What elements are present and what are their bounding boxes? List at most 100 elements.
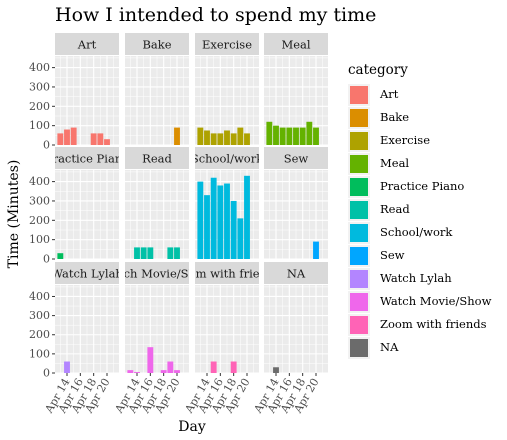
bar — [217, 133, 223, 145]
facet-panel: Practice Piano — [45, 147, 129, 259]
bar — [273, 126, 279, 145]
facet-strip-label: Exercise — [202, 38, 252, 52]
bar — [280, 128, 286, 145]
legend-label: Zoom with friends — [380, 317, 487, 331]
legend-label: Watch Lylah — [380, 271, 452, 285]
facet-strip-label: NA — [287, 267, 306, 281]
legend-swatch — [350, 270, 368, 288]
legend-label: NA — [380, 340, 398, 354]
bar — [313, 242, 319, 259]
legend-items: Art Bake Exercise Meal Practice Piano Read Sch… — [348, 84, 408, 360]
bar — [174, 370, 180, 373]
legend-swatch — [350, 224, 368, 242]
y-axis-title: Time (Minutes) — [6, 160, 22, 269]
legend-swatch — [350, 316, 368, 334]
legend-item: Meal — [348, 153, 408, 176]
facet-strip-label: School/work — [191, 152, 264, 166]
bar — [57, 133, 63, 145]
legend-item: School/work — [348, 222, 408, 245]
legend-label: Exercise — [380, 133, 430, 147]
facet-strip-label: Meal — [281, 38, 310, 52]
y-tick-label: 400 — [29, 290, 50, 303]
facet-strip-label: Read — [142, 152, 172, 166]
bar — [224, 184, 230, 259]
bar — [313, 128, 319, 145]
facet-panel: Art — [55, 33, 119, 145]
legend-swatch — [350, 109, 368, 127]
bar — [147, 347, 153, 373]
legend-swatch — [350, 132, 368, 150]
legend-item: Practice Piano — [348, 176, 408, 199]
legend-key — [348, 176, 370, 198]
facet-strip-label: Bake — [142, 38, 171, 52]
bar — [57, 253, 63, 259]
bar — [266, 122, 272, 145]
bar — [211, 362, 217, 373]
y-tick-label: 300 — [29, 194, 50, 207]
legend-swatch — [350, 247, 368, 265]
bar — [237, 128, 243, 145]
y-tick-label: 300 — [29, 309, 50, 322]
bar — [71, 128, 77, 145]
legend-swatch — [350, 293, 368, 311]
y-tick-label: 100 — [29, 347, 50, 360]
bar — [134, 247, 140, 259]
bar — [273, 367, 279, 373]
legend-swatch — [350, 86, 368, 104]
legend-key — [348, 153, 370, 175]
legend-label: Bake — [380, 110, 409, 124]
y-tick-label: 0 — [43, 139, 50, 152]
bar — [64, 362, 70, 373]
legend-label: Read — [380, 202, 410, 216]
legend-key — [348, 245, 370, 267]
bar — [167, 247, 173, 259]
bar — [161, 370, 167, 373]
bar — [211, 133, 217, 145]
legend-key — [348, 107, 370, 129]
legend-item: Read — [348, 199, 408, 222]
bar — [293, 128, 299, 145]
bar — [97, 133, 103, 145]
facet-panel: NA — [264, 262, 328, 373]
facet-panel: Watch Lylah — [51, 262, 123, 373]
y-tick-label: 200 — [29, 328, 50, 341]
facet-strip-label: Art — [77, 38, 97, 52]
facet-panel: Exercise — [195, 33, 259, 145]
y-tick-label: 400 — [29, 175, 50, 188]
bar — [91, 133, 97, 145]
legend-label: School/work — [380, 225, 452, 239]
y-tick-label: 0 — [43, 367, 50, 380]
bar — [217, 185, 223, 259]
legend-item: Bake — [348, 107, 408, 130]
bar — [231, 362, 237, 373]
bar — [300, 128, 306, 145]
bar — [231, 201, 237, 259]
legend-label: Practice Piano — [380, 179, 464, 193]
y-tick-label: 300 — [29, 80, 50, 93]
bar — [134, 372, 140, 373]
legend-key — [348, 268, 370, 290]
legend-item: Art — [348, 84, 408, 107]
bar — [104, 139, 110, 145]
y-tick-label: 400 — [29, 61, 50, 74]
legend-label: Meal — [380, 156, 409, 170]
bar — [231, 133, 237, 145]
bar — [64, 130, 70, 145]
facet-panel: School/work — [191, 147, 264, 259]
legend-key — [348, 337, 370, 359]
y-tick-label: 100 — [29, 119, 50, 132]
legend-item: Exercise — [348, 130, 408, 153]
bar — [197, 182, 203, 259]
bar — [286, 128, 292, 145]
legend-item: NA — [348, 337, 408, 360]
x-axis-title: Day — [178, 419, 206, 435]
legend-key — [348, 222, 370, 244]
legend-key — [348, 291, 370, 313]
bar — [127, 370, 133, 373]
bar — [224, 130, 230, 145]
facet-panel: Meal — [264, 33, 328, 145]
facet-panel: Bake — [125, 33, 189, 145]
facet-panel: Read — [125, 147, 189, 259]
facet-strip-label: Practice Piano — [45, 152, 129, 166]
bar — [244, 133, 250, 145]
